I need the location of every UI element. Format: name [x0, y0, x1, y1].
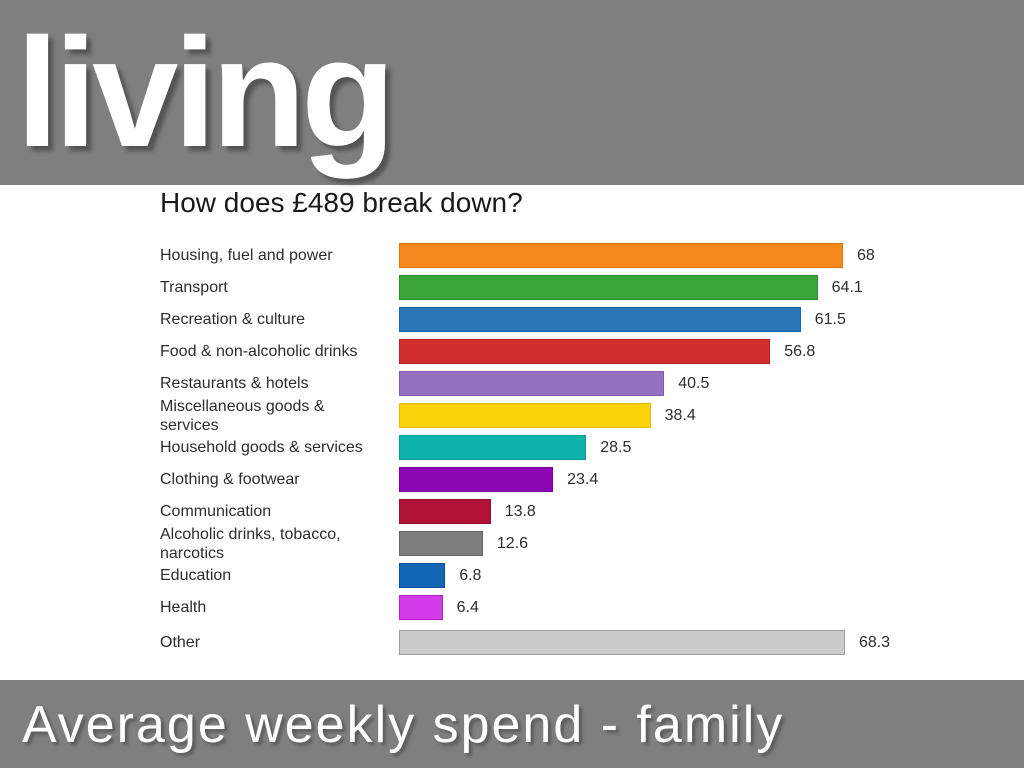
slide-header-title: living: [16, 6, 396, 179]
bar: [399, 435, 587, 460]
slide-caption: Average weekly spend - family: [22, 696, 785, 754]
chart-row: Housing, fuel and power 68: [160, 243, 920, 268]
bar: [399, 563, 446, 588]
chart-row: Household goods & services 28.5: [160, 435, 920, 460]
bar: [399, 467, 554, 492]
value-label: 6.4: [456, 598, 479, 616]
chart-row: Communication 13.8: [160, 499, 920, 524]
category-label: Other: [160, 634, 201, 651]
value-label: 6.8: [459, 566, 482, 584]
value-label: 68: [857, 246, 875, 264]
value-label: 64.1: [831, 278, 863, 296]
chart-row: Food & non-alcoholic drinks 56.8: [160, 339, 920, 364]
value-label: 61.5: [814, 310, 846, 328]
category-label: Clothing & footwear: [160, 471, 300, 488]
footer-band: [0, 680, 1024, 768]
category-label: Alcoholic drinks, tobacco, narcotics: [160, 525, 341, 562]
category-label: Recreation & culture: [160, 311, 305, 328]
bar: [399, 403, 651, 428]
chart-row: Recreation & culture 61.5: [160, 307, 920, 332]
category-label: Food & non-alcoholic drinks: [160, 343, 358, 360]
bar: [399, 339, 771, 364]
bar: [399, 531, 483, 556]
bar: [399, 630, 845, 655]
category-label: Restaurants & hotels: [160, 375, 309, 392]
value-label: 13.8: [504, 502, 536, 520]
value-label: 56.8: [784, 342, 816, 360]
category-label: Miscellaneous goods & services: [160, 397, 325, 434]
chart-row: Alcoholic drinks, tobacco, narcotics 12.6: [160, 525, 920, 562]
chart-row: Restaurants & hotels 40.5: [160, 371, 920, 396]
chart-row: Clothing & footwear 23.4: [160, 467, 920, 492]
chart-rows: Housing, fuel and power 68 Transport 64.1 Re…: [160, 243, 920, 655]
chart-row: Miscellaneous goods & services 38.4: [160, 397, 920, 434]
category-label: Household goods & services: [160, 439, 363, 456]
bar: [399, 499, 491, 524]
category-label: Health: [160, 599, 207, 616]
bar: [399, 371, 665, 396]
category-label: Communication: [160, 503, 272, 520]
bar: [399, 243, 843, 268]
bar: [399, 595, 443, 620]
chart-row: Health 6.4: [160, 595, 920, 620]
category-label: Education: [160, 567, 232, 584]
chart-row: Transport 64.1: [160, 275, 920, 300]
value-label: 40.5: [678, 374, 710, 392]
category-label: Housing, fuel and power: [160, 247, 333, 264]
category-label: Transport: [160, 279, 228, 296]
value-label: 23.4: [567, 470, 599, 488]
value-label: 28.5: [600, 438, 632, 456]
value-label: 12.6: [496, 534, 529, 552]
bar-chart: How does £489 break down? Housing, fuel …: [160, 185, 920, 662]
value-label: 38.4: [664, 406, 696, 424]
chart-row: Other 68.3: [160, 630, 920, 655]
bar: [399, 307, 801, 332]
chart-title: How does £489 break down?: [160, 187, 523, 218]
bar: [399, 275, 818, 300]
value-label: 68.3: [858, 633, 891, 651]
chart-row: Education 6.8: [160, 563, 920, 588]
